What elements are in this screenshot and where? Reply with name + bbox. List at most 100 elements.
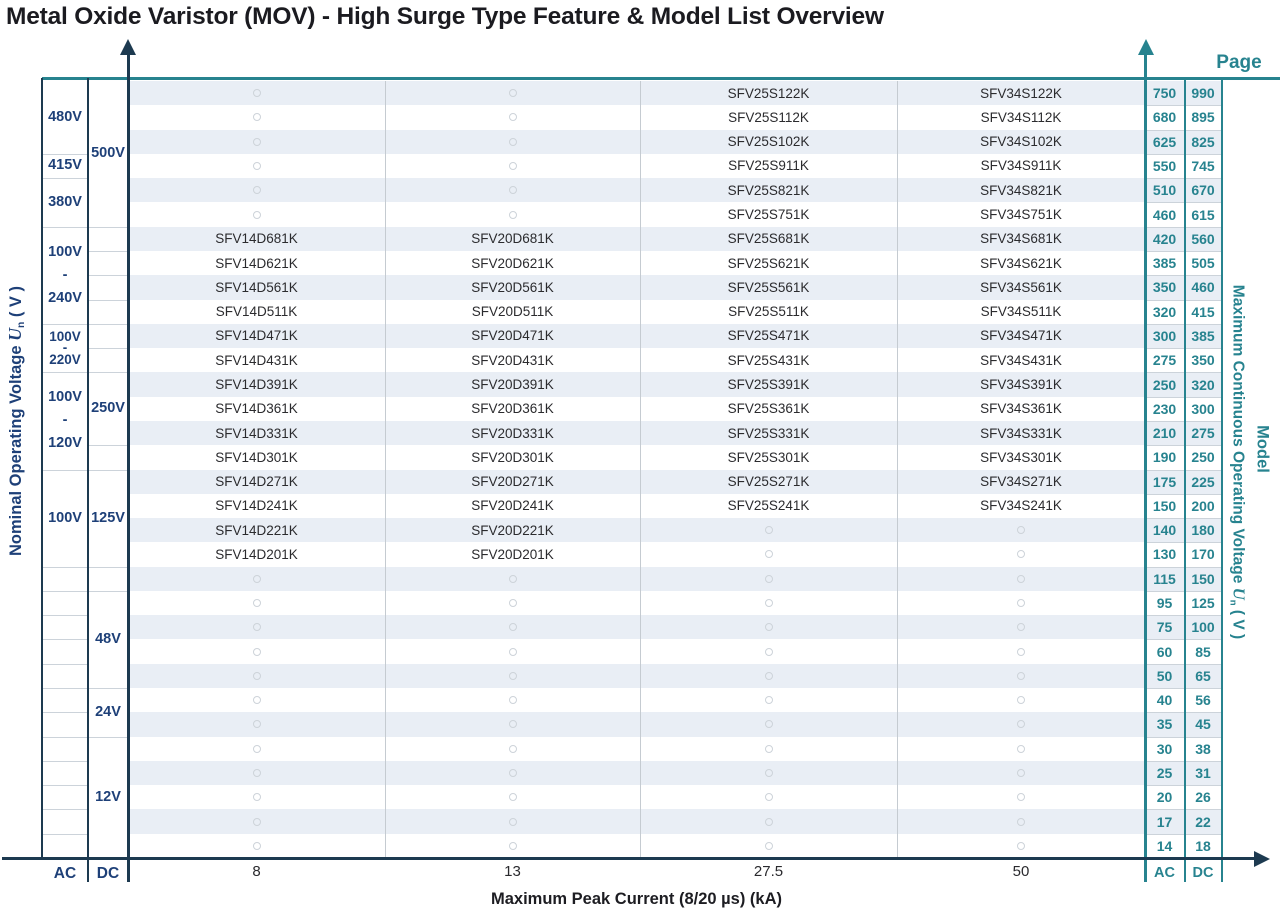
- empty-circle-icon: [1017, 817, 1025, 826]
- mcov-ac-value: 275: [1152, 352, 1177, 369]
- model-cell: SFV14D221K: [215, 522, 298, 538]
- empty-circle-icon: [764, 550, 773, 559]
- mcov-ac-value: 40: [1156, 692, 1173, 709]
- model-cell: SFV20D271K: [471, 474, 554, 490]
- mcov-ac-value: 60: [1156, 643, 1173, 660]
- mcov-dc-value: 100: [1191, 619, 1215, 636]
- model-cell: [385, 154, 640, 178]
- mcov-dc-value: 56: [1195, 692, 1211, 709]
- left-column-divider: [42, 712, 88, 714]
- right-outer-border: [1220, 78, 1223, 882]
- model-cell: SFV34S102K: [980, 134, 1062, 150]
- model-cell: SFV25S241K: [727, 498, 810, 514]
- row-stripe: [128, 420, 1222, 446]
- right-dc-unit-label: DC: [1192, 865, 1214, 881]
- model-cell: SFV14D271K: [215, 474, 298, 490]
- row-stripe: [128, 712, 1222, 737]
- left-column-divider: [88, 372, 128, 374]
- model-cell: SFV34S681K: [980, 231, 1062, 247]
- row-stripe: [128, 760, 1222, 786]
- model-cell: [385, 785, 640, 809]
- empty-circle-icon: [1017, 744, 1025, 753]
- model-cell: SFV14D391K: [215, 377, 298, 393]
- mcov-dc-value: 275: [1191, 425, 1215, 442]
- model-cell: SFV34S751K: [980, 207, 1062, 223]
- voltage-block: 100V: [48, 509, 82, 526]
- right-acdc-divider: [1183, 78, 1186, 882]
- left-column-divider: [88, 590, 128, 592]
- empty-circle-icon: [508, 137, 517, 146]
- model-cell: SFV14D681K: [215, 231, 298, 247]
- page-column-label: Page: [1216, 52, 1262, 73]
- model-cell: [385, 834, 640, 858]
- left-column-divider: [88, 566, 128, 568]
- mcov-ac-value: 20: [1156, 789, 1173, 806]
- left-column-divider: [42, 469, 88, 471]
- model-cell: SFV34S561K: [980, 279, 1062, 295]
- empty-circle-icon: [252, 841, 261, 850]
- model-cell: [897, 542, 1145, 566]
- model-cell: SFV14D361K: [215, 401, 298, 417]
- model-cell: SFV34S391K: [980, 377, 1062, 393]
- row-stripe: [128, 129, 1222, 154]
- model-cell: SFV20D301K: [471, 449, 554, 465]
- empty-circle-icon: [764, 720, 773, 729]
- left-column-divider: [88, 250, 128, 252]
- empty-circle-icon: [252, 793, 261, 802]
- model-cell: [385, 105, 640, 129]
- voltage-block: 48V: [95, 630, 121, 647]
- left-dc-unit-label: DC: [96, 865, 120, 882]
- mcov-dc-value: 560: [1191, 230, 1215, 247]
- model-cell: [640, 712, 897, 736]
- empty-circle-icon: [1017, 526, 1025, 535]
- x-axis-arrow-icon: [1254, 850, 1270, 867]
- row-stripe: [128, 469, 1222, 494]
- empty-circle-icon: [764, 793, 773, 802]
- left-column-divider: [42, 226, 88, 228]
- left-column-divider: [42, 590, 88, 592]
- empty-circle-icon: [1017, 574, 1025, 583]
- empty-circle-icon: [252, 210, 261, 219]
- mcov-dc-value: 38: [1195, 740, 1211, 757]
- empty-circle-icon: [252, 599, 261, 608]
- empty-circle-icon: [764, 841, 773, 850]
- left-column-divider: [88, 275, 128, 277]
- model-cell: [640, 664, 897, 688]
- page-title: Metal Oxide Varistor (MOV) - High Surge …: [6, 3, 884, 30]
- model-cell: [640, 542, 897, 566]
- model-cell: SFV14D431K: [215, 352, 298, 368]
- model-cell: [128, 591, 385, 615]
- empty-circle-icon: [252, 769, 261, 778]
- empty-circle-icon: [252, 574, 261, 583]
- model-cell: [897, 761, 1145, 785]
- empty-circle-icon: [1017, 623, 1025, 632]
- row-stripe: [128, 275, 1222, 300]
- mcov-dc-value: 170: [1191, 546, 1215, 563]
- model-cell: SFV25S331K: [727, 425, 810, 441]
- left-ac-unit-label: AC: [53, 865, 77, 882]
- model-cell: [128, 737, 385, 761]
- mcov-dc-value: 745: [1191, 157, 1215, 174]
- empty-circle-icon: [508, 744, 517, 753]
- right-y-axis-title: Maximum Continuous Operating Voltage Un …: [1228, 285, 1249, 639]
- voltage-block: 480V: [48, 108, 82, 125]
- voltage-block: 100V - 120V: [48, 389, 82, 452]
- model-cell: SFV25S431K: [727, 352, 810, 368]
- model-cell: SFV20D621K: [471, 255, 554, 271]
- voltage-block: 380V: [48, 193, 82, 210]
- model-cell: SFV14D201K: [215, 546, 298, 562]
- mcov-ac-value: 17: [1156, 813, 1173, 830]
- empty-circle-icon: [252, 647, 261, 656]
- row-stripe: [128, 809, 1222, 834]
- model-cell: SFV25S301K: [727, 449, 810, 465]
- model-cell: [897, 688, 1145, 712]
- empty-circle-icon: [764, 623, 773, 632]
- empty-circle-icon: [508, 647, 517, 656]
- row-stripe: [128, 323, 1222, 349]
- model-cell: SFV34S431K: [980, 352, 1062, 368]
- left-column-divider: [88, 299, 128, 301]
- empty-circle-icon: [508, 623, 517, 632]
- mcov-dc-value: 150: [1191, 570, 1215, 587]
- left-acdc-divider: [87, 78, 89, 882]
- left-column-divider: [42, 760, 88, 762]
